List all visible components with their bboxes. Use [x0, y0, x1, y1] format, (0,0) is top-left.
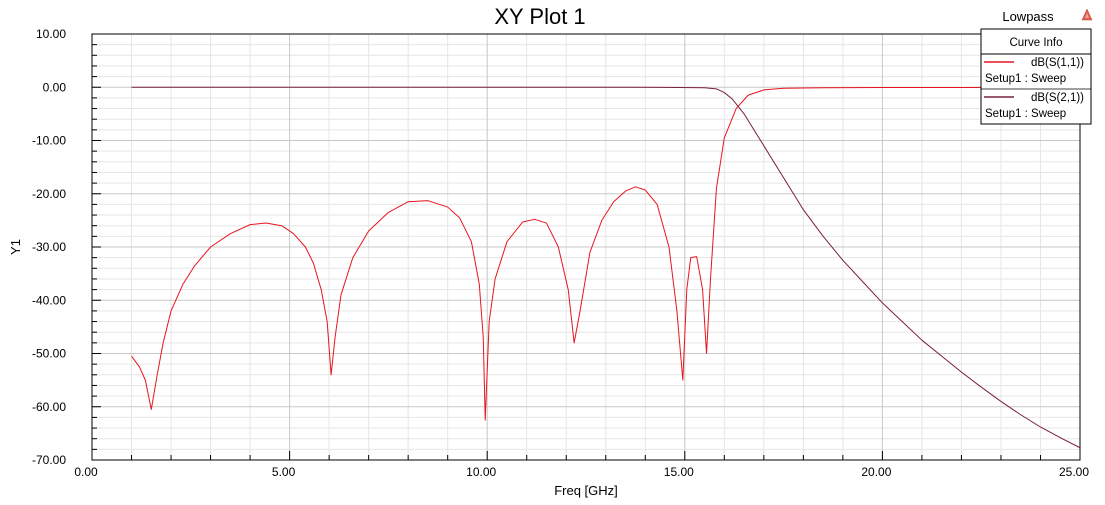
- x-tick-label: 5.00: [272, 465, 296, 479]
- x-tick-label: 10.00: [466, 465, 496, 479]
- series-line-s21: [131, 86, 1081, 449]
- project-label: Lowpass: [1002, 9, 1054, 24]
- legend-entry-s11-name: dB(S(1,1)): [1031, 57, 1084, 69]
- x-tick-label: 15.00: [664, 465, 694, 479]
- legend-header: Curve Info: [1009, 37, 1062, 49]
- y-tick-label: 0.00: [43, 80, 67, 94]
- x-tick-label: 0.00: [74, 465, 98, 479]
- y-axis-label: Y1: [8, 239, 23, 255]
- y-tick-label: 10.00: [36, 27, 66, 41]
- x-axis-label: Freq [GHz]: [554, 483, 618, 498]
- y-tick-label: -10.00: [32, 134, 66, 148]
- legend-entry-s21-name: dB(S(2,1)): [1031, 92, 1084, 104]
- legend-header-box: [980, 28, 1092, 55]
- y-tick-label: -70.00: [32, 453, 66, 467]
- warning-triangle-inner-icon: [1085, 13, 1089, 18]
- y-tick-label: -60.00: [32, 400, 66, 414]
- y-tick-label: -40.00: [32, 293, 66, 307]
- y-tick-label: -30.00: [32, 240, 66, 254]
- y-tick-label: -20.00: [32, 187, 66, 201]
- y-tick-label: -50.00: [32, 347, 66, 361]
- curve-info-legend[interactable]: Curve Info dB(S(1,1)) Setup1 : Sweep dB(…: [980, 28, 1092, 125]
- minor-grid: [92, 34, 1080, 460]
- x-tick-label: 25.00: [1059, 465, 1089, 479]
- y-axis-ticks: 10.00 0.00 -10.00 -20.00 -30.00 -40.00 -50.00 -…: [32, 27, 101, 467]
- series-line-s11: [131, 86, 1081, 421]
- legend-entry-s21-setup: Setup1 : Sweep: [985, 108, 1066, 120]
- legend-entry-s11-setup: Setup1 : Sweep: [985, 73, 1066, 85]
- chart-title: XY Plot 1: [494, 4, 585, 29]
- x-axis-ticks: 0.00 5.00 10.00 15.00 20.00 25.00: [74, 451, 1089, 479]
- x-tick-label: 20.00: [861, 465, 891, 479]
- series-layer: [131, 86, 1081, 449]
